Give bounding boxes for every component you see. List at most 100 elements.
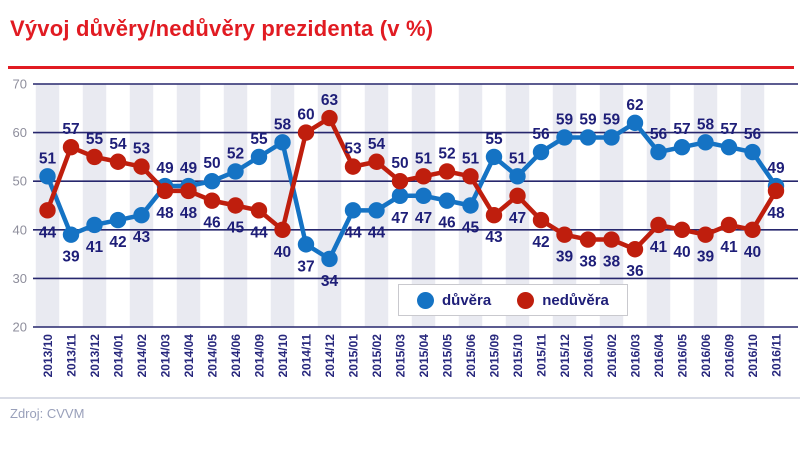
value-labels: 51 44 57 39 55 41 54 42 53 43 49 48 49 48 50 46 52 45 55 44… [39,92,785,290]
value-label: 56 [650,126,668,143]
data-point [274,221,291,238]
x-tick-label: 2016/04 [652,334,666,378]
data-point [697,134,714,151]
value-label: 59 [579,111,597,128]
value-label: 53 [133,141,151,158]
data-point [767,182,785,200]
value-label: 38 [579,254,597,271]
data-point [626,241,644,258]
value-label: 47 [509,210,526,227]
value-label: 57 [673,121,690,138]
page-title: Vývoj důvěry/nedůvěry prezidenta (v %) [10,16,434,41]
duvera-dot-icon [417,291,434,309]
data-point [532,143,550,161]
value-label: 59 [556,111,574,128]
legend-item-neduvera: nedůvěra [517,291,609,309]
data-point [368,153,385,170]
x-tick-label: 2014/11 [300,334,314,377]
x-tick-label: 2015/03 [394,334,408,378]
value-label: 48 [180,205,198,222]
data-point [650,216,667,234]
y-tick-label: 40 [13,222,27,237]
value-label: 44 [39,224,57,241]
data-point [720,138,738,156]
data-point [297,124,315,141]
value-label: 37 [297,258,314,275]
x-tick-label: 2015/06 [464,334,478,378]
x-tick-label: 2014/09 [253,334,267,378]
value-label: 43 [485,229,503,246]
value-label: 45 [462,220,480,237]
footer-divider [0,397,800,399]
value-label: 44 [250,224,268,241]
value-label: 48 [156,205,174,222]
value-label: 49 [180,160,198,177]
x-tick-label: 2014/04 [182,334,196,378]
value-label: 63 [321,92,339,109]
data-point [603,231,620,248]
data-point [509,168,526,185]
data-point [391,187,409,204]
value-label: 49 [156,160,174,177]
data-point [673,221,691,238]
x-tick-label: 2016/02 [605,334,619,378]
data-point [415,187,432,204]
x-tick-label: 2014/03 [159,334,173,378]
data-point [156,182,174,200]
x-tick-label: 2015/05 [441,334,455,378]
value-label: 41 [720,239,738,256]
source-credit: Zdroj: CVVM [10,406,85,421]
value-label: 42 [532,234,549,251]
y-tick-label: 20 [13,320,27,335]
value-label: 39 [62,249,80,266]
x-tick-label: 2015/09 [488,334,502,378]
data-point [180,182,197,200]
x-axis-labels: 2013/10 2013/11 2013/12 2014/01 2014/02 2014/… [41,334,784,378]
x-tick-label: 2014/10 [276,334,290,378]
value-label: 41 [86,239,104,256]
data-point [650,143,667,161]
data-point [720,216,738,234]
y-tick-label: 30 [13,271,27,286]
data-point [203,192,221,209]
data-point [579,129,597,146]
x-tick-label: 2014/01 [112,334,126,378]
y-tick-label: 60 [13,125,27,140]
x-tick-label: 2015/02 [370,334,384,378]
value-label: 40 [274,244,291,261]
x-tick-label: 2014/06 [229,334,243,378]
data-point [227,197,244,214]
value-label: 42 [109,234,126,251]
data-point [697,226,714,243]
value-label: 54 [368,136,386,153]
data-point [532,211,550,229]
value-label: 57 [720,121,737,138]
value-label: 51 [462,150,480,167]
x-tick-label: 2016/11 [770,334,784,377]
data-point [603,129,620,146]
x-tick-label: 2015/04 [417,334,431,378]
x-tick-label: 2016/05 [676,334,690,378]
data-point [39,202,56,219]
data-point [274,134,291,151]
value-label: 50 [391,155,408,172]
value-label: 46 [203,215,221,232]
x-tick-label: 2014/12 [323,334,337,378]
data-point [462,197,479,214]
value-label: 51 [415,150,433,167]
data-point [438,163,456,180]
x-tick-label: 2015/10 [511,334,525,378]
data-point [250,148,268,166]
value-label: 45 [227,220,245,237]
data-point [321,250,338,268]
data-point [391,173,409,190]
value-label: 39 [697,249,715,266]
neduvera-dot-icon [517,291,535,309]
x-tick-label: 2014/05 [206,334,220,378]
value-label: 48 [767,205,785,222]
value-label: 47 [415,210,432,227]
data-point [39,168,56,185]
data-point [368,202,385,219]
x-tick-label: 2013/10 [41,334,55,378]
